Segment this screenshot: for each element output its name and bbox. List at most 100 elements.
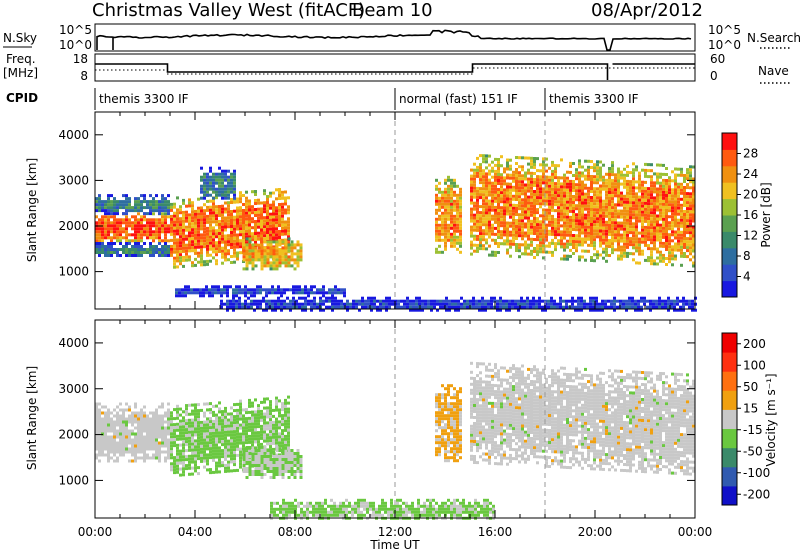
power-cell-8 xyxy=(614,194,617,198)
power-cell-0 xyxy=(164,239,167,243)
power-cell-9 xyxy=(331,305,334,309)
power-cell-9 xyxy=(595,296,598,300)
power-ytick-label: 3000 xyxy=(58,173,89,187)
power-cell-8 xyxy=(569,239,572,243)
freq-frame xyxy=(94,53,696,82)
power-cell-8 xyxy=(623,200,626,204)
power-cell-6 xyxy=(307,294,310,298)
power-cell-8 xyxy=(503,188,506,192)
power-cell-8 xyxy=(527,204,530,208)
power-cell-8 xyxy=(479,232,482,236)
power-cell-8 xyxy=(680,248,683,252)
velocity-cell-1 xyxy=(170,435,173,439)
power-cell-8 xyxy=(542,241,545,245)
velocity-cell-1 xyxy=(173,408,176,412)
power-cell-7 xyxy=(459,193,462,197)
power-cell-8 xyxy=(536,235,539,239)
power-cell-8 xyxy=(533,166,536,169)
power-cell-8 xyxy=(560,206,563,210)
power-cell-8 xyxy=(494,175,497,179)
power-cell-8 xyxy=(605,253,608,257)
power-cell-0 xyxy=(107,233,110,237)
power-cell-9 xyxy=(454,305,457,309)
power-cell-8 xyxy=(506,167,509,171)
power-cell-8 xyxy=(686,216,689,220)
power-cell-8 xyxy=(686,249,689,253)
power-cell-8 xyxy=(599,217,602,221)
power-cell-3 xyxy=(260,213,263,217)
power-cell-9 xyxy=(481,305,484,309)
power-cell-9 xyxy=(382,299,385,303)
power-cell-8 xyxy=(611,191,614,195)
power-cell-8 xyxy=(656,214,659,218)
power-cell-8 xyxy=(479,217,482,221)
power-cell-8 xyxy=(512,227,515,231)
power-cell-3 xyxy=(173,250,176,254)
power-cell-8 xyxy=(587,231,590,235)
power-cell-8 xyxy=(497,182,500,185)
power-cell-3 xyxy=(245,241,248,245)
power-cell-9 xyxy=(244,299,247,303)
power-cell-8 xyxy=(512,236,515,240)
power-cell-1 xyxy=(161,197,164,201)
power-cell-5 xyxy=(209,166,212,170)
power-cell-3 xyxy=(191,231,194,235)
power-cell-6 xyxy=(196,291,199,295)
power-cell-6 xyxy=(319,288,322,292)
power-cell-2 xyxy=(98,251,101,254)
power-cell-8 xyxy=(635,204,638,208)
power-cell-8 xyxy=(617,239,620,243)
power-cell-3 xyxy=(215,217,218,221)
power-cell-8 xyxy=(614,224,617,228)
power-cell-7 xyxy=(441,250,444,254)
velocity-cell-1 xyxy=(170,417,173,421)
power-cell-3 xyxy=(206,244,209,248)
power-cell-8 xyxy=(686,240,689,244)
velocity-cell-1 xyxy=(185,455,188,459)
power-cell-8 xyxy=(530,192,533,196)
velocity-cell-0 xyxy=(161,423,164,427)
power-cell-7 xyxy=(447,214,450,218)
power-cell-9 xyxy=(595,299,598,303)
power-cell-8 xyxy=(542,190,545,194)
velocity-cell-0 xyxy=(137,426,140,430)
velocity-cell-1 xyxy=(197,454,200,458)
power-cell-8 xyxy=(548,181,551,185)
power-cell-8 xyxy=(518,180,521,184)
power-cell-8 xyxy=(614,215,617,219)
power-cell-8 xyxy=(572,189,575,192)
power-cell-4 xyxy=(257,252,261,256)
power-cell-8 xyxy=(635,216,638,220)
power-cell-8 xyxy=(626,182,629,186)
power-cell-2 xyxy=(113,248,116,251)
velocity-cell-0 xyxy=(104,453,107,457)
power-cell-8 xyxy=(515,177,518,180)
power-cell-7 xyxy=(447,232,450,236)
power-cell-5 xyxy=(230,190,233,194)
power-cell-6 xyxy=(256,288,259,292)
power-cell-0 xyxy=(143,233,146,237)
power-cell-3 xyxy=(221,246,224,250)
power-cell-8 xyxy=(527,183,530,187)
power-cell-8 xyxy=(515,228,518,231)
power-cell-7 xyxy=(459,241,462,245)
power-cell-3 xyxy=(278,236,281,239)
power-cell-7 xyxy=(453,235,456,239)
power-cell-7 xyxy=(444,199,447,203)
velocity-cell-1 xyxy=(176,422,179,426)
power-cell-3 xyxy=(221,231,224,235)
power-cell-8 xyxy=(671,257,674,261)
power-cell-1 xyxy=(107,194,110,198)
power-cell-4 xyxy=(275,249,279,253)
velocity-cell-0 xyxy=(110,441,113,445)
power-cell-8 xyxy=(521,210,524,214)
power-cell-0 xyxy=(125,239,128,243)
power-cell-8 xyxy=(482,160,485,164)
power-cell-3 xyxy=(233,218,236,222)
power-cell-8 xyxy=(491,160,494,164)
power-cell-8 xyxy=(611,245,614,249)
power-cell-8 xyxy=(575,174,578,178)
power-cell-8 xyxy=(578,201,581,205)
power-cell-7 xyxy=(441,220,444,224)
